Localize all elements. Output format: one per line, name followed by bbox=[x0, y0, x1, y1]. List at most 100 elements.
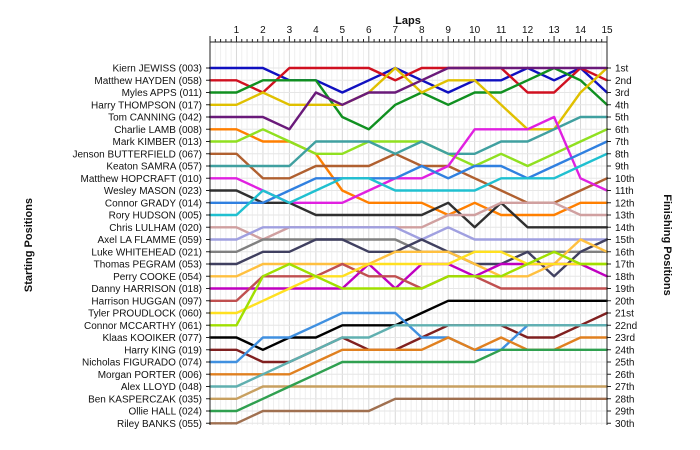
starting-position-label: Tom CANNING (042) bbox=[108, 113, 202, 124]
starting-position-label: Connor GRADY (014) bbox=[105, 198, 202, 209]
x-tick-label: 9 bbox=[445, 25, 451, 36]
starting-position-label: Keaton SAMRA (057) bbox=[106, 162, 202, 173]
x-tick-label: 15 bbox=[601, 25, 613, 36]
x-tick-label: 12 bbox=[522, 25, 534, 36]
starting-position-label: Harrison HUGGAN (097) bbox=[91, 296, 202, 307]
finishing-position-label: 5th bbox=[615, 113, 629, 124]
rider-line-22 bbox=[208, 250, 609, 327]
finishing-position-label: 26th bbox=[615, 370, 634, 381]
starting-position-label: Mark KIMBER (013) bbox=[113, 137, 202, 148]
x-tick-label: 7 bbox=[392, 25, 398, 36]
finishing-position-label: 16th bbox=[615, 247, 634, 258]
finishing-position-label: 15th bbox=[615, 235, 634, 246]
finishing-position-label: 9th bbox=[615, 162, 629, 173]
starting-position-label: Thomas PEGRAM (053) bbox=[94, 260, 202, 271]
rider-line-3 bbox=[208, 66, 609, 131]
starting-position-label: Matthew HOPCRAFT (010) bbox=[80, 174, 202, 185]
finishing-position-label: 8th bbox=[615, 149, 629, 160]
y-axis-left-title: Starting Positions bbox=[23, 198, 35, 292]
series-lines bbox=[208, 66, 609, 425]
x-axis-title: Laps bbox=[395, 15, 421, 27]
finishing-position-label: 30th bbox=[615, 419, 634, 430]
x-tick-label: 4 bbox=[313, 25, 319, 36]
rider-line-20 bbox=[208, 262, 609, 302]
starting-position-label: Jenson BUTTERFIELD (067) bbox=[73, 149, 203, 160]
rider-line-5 bbox=[208, 66, 609, 131]
rider-line-11 bbox=[208, 189, 609, 229]
starting-position-label: Axel LA FLAMME (059) bbox=[98, 235, 202, 246]
finishing-position-label: 28th bbox=[615, 394, 634, 405]
starting-position-label: Alex LLOYD (048) bbox=[121, 382, 202, 393]
starting-position-label: Connor MCCARTHY (061) bbox=[84, 321, 202, 332]
rider-line-28 bbox=[208, 385, 609, 400]
starting-position-label: Riley BANKS (055) bbox=[117, 419, 202, 430]
y-axis-right-title: Finishing Positions bbox=[661, 194, 673, 295]
finishing-position-label: 12th bbox=[615, 198, 634, 209]
starting-position-label: Danny HARRISON (018) bbox=[91, 284, 202, 295]
starting-position-label: Myles APPS (011) bbox=[122, 88, 202, 99]
x-tick-label: 5 bbox=[340, 25, 346, 36]
finishing-position-label: 14th bbox=[615, 223, 634, 234]
x-tick-label: 14 bbox=[575, 25, 587, 36]
finishing-position-label: 11th bbox=[615, 186, 634, 197]
rider-line-18 bbox=[208, 238, 609, 278]
starting-position-label: Harry KING (019) bbox=[124, 345, 202, 356]
finishing-position-label: 27th bbox=[615, 382, 634, 393]
finishing-position-label: 23rd bbox=[615, 333, 635, 344]
finishing-position-label: 10th bbox=[615, 174, 634, 185]
rider-line-9 bbox=[208, 115, 609, 168]
starting-position-label: Nicholas FIGURADO (074) bbox=[82, 358, 202, 369]
finishing-position-label: 21st bbox=[615, 309, 634, 320]
starting-position-label: Perry COOKE (054) bbox=[113, 272, 202, 283]
x-tick-label: 6 bbox=[366, 25, 372, 36]
rider-line-15 bbox=[208, 226, 609, 241]
x-tick-label: 8 bbox=[419, 25, 425, 36]
starting-position-label: Harry THOMPSON (017) bbox=[91, 100, 202, 111]
finishing-position-label: 1st bbox=[615, 64, 629, 75]
starting-position-label: Wesley MASON (023) bbox=[104, 186, 202, 197]
starting-position-label: Rory HUDSON (005) bbox=[109, 211, 202, 222]
rider-line-6 bbox=[208, 128, 609, 217]
rider-line-21 bbox=[208, 250, 609, 315]
finishing-position-label: 22nd bbox=[615, 321, 637, 332]
finishing-position-label: 24th bbox=[615, 345, 634, 356]
starting-position-label: Luke WHITEHEAD (021) bbox=[91, 247, 202, 258]
finishing-position-label: 25th bbox=[615, 358, 634, 369]
rider-line-27 bbox=[208, 324, 609, 388]
starting-position-label: Ben KASPERCZAK (035) bbox=[88, 394, 202, 405]
starting-position-label: Tyler PROUDLOCK (060) bbox=[88, 309, 202, 320]
starting-position-label: Morgan PORTER (006) bbox=[98, 370, 202, 381]
rider-line-14 bbox=[208, 201, 609, 241]
finishing-position-label: 29th bbox=[615, 407, 634, 418]
starting-position-label: Matthew HAYDEN (058) bbox=[94, 76, 202, 87]
finishing-position-label: 20th bbox=[615, 296, 634, 307]
starting-position-label: Klaas KOOIKER (077) bbox=[103, 333, 202, 344]
x-tick-label: 10 bbox=[469, 25, 481, 36]
rider-line-29 bbox=[208, 348, 609, 413]
starting-position-label: Charlie LAMB (008) bbox=[114, 125, 202, 136]
x-tick-label: 1 bbox=[234, 25, 240, 36]
finishing-position-label: 17th bbox=[615, 260, 634, 271]
finishing-position-label: 19th bbox=[615, 284, 634, 295]
x-tick-label: 13 bbox=[549, 25, 561, 36]
rider-line-4 bbox=[208, 66, 609, 131]
finishing-position-label: 18th bbox=[615, 272, 634, 283]
x-tick-label: 2 bbox=[260, 25, 266, 36]
starting-position-label: Kiern JEWISS (003) bbox=[113, 64, 202, 75]
finishing-position-label: 13th bbox=[615, 211, 634, 222]
rider-line-7 bbox=[208, 128, 609, 168]
rider-line-30 bbox=[208, 397, 609, 425]
finishing-position-label: 3rd bbox=[615, 88, 629, 99]
x-tick-label: 3 bbox=[287, 25, 293, 36]
x-tick-label: 11 bbox=[496, 25, 507, 36]
starting-position-label: Chris LULHAM (020) bbox=[109, 223, 202, 234]
finishing-position-label: 6th bbox=[615, 125, 629, 136]
finishing-position-label: 2nd bbox=[615, 76, 632, 87]
finishing-position-label: 7th bbox=[615, 137, 629, 148]
finishing-position-label: 4th bbox=[615, 100, 629, 111]
rider-line-23 bbox=[208, 299, 609, 351]
starting-position-label: Ollie HALL (024) bbox=[128, 407, 202, 418]
